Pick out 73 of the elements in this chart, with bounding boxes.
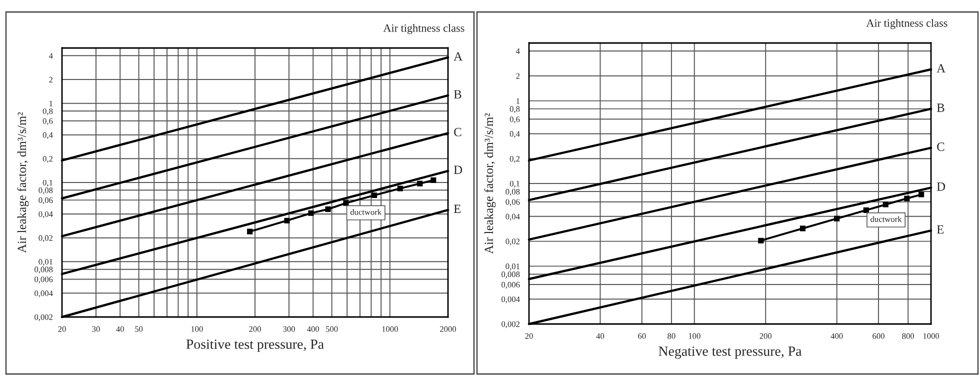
x-tick-label: 500: [326, 326, 338, 332]
series-label: B: [454, 90, 462, 98]
x-tick-label: 40: [116, 326, 124, 332]
x-tick-label: 50: [135, 326, 143, 332]
y-tick-label: 0,6: [510, 116, 520, 124]
text: Air tightness class: [866, 19, 948, 30]
y-tick-label: 0,08: [506, 188, 520, 196]
y-tick-label: 0,002: [34, 314, 53, 322]
series-label: E: [936, 225, 944, 234]
y-tick-label: 2: [49, 76, 53, 82]
x-tick-label: 20: [525, 333, 533, 339]
x-tick-label: 60: [638, 333, 646, 339]
series-label: ductwork: [870, 216, 902, 222]
x-tick-label: 2000: [440, 326, 456, 332]
y-tick-label: 0,2: [42, 156, 53, 163]
series-label: A: [454, 52, 462, 60]
y-axis-title: Air leakage factor, dm³/s/m²: [484, 113, 496, 254]
y-tick-label: 2: [516, 73, 520, 79]
x-tick-label: 600: [872, 333, 884, 339]
x-tick-label: 300: [283, 326, 295, 332]
y-tick-label: 0,04: [38, 211, 53, 218]
y-tick-label: 0,06: [506, 199, 520, 206]
y-tick-label: 0,002: [502, 321, 520, 328]
x-axis-title: Positive test pressure, Pa: [186, 340, 324, 352]
y-tick-label: 0,008: [34, 266, 53, 274]
x-tick-label: 40: [596, 333, 604, 339]
y-tick-label: 0,04: [506, 214, 520, 221]
y-tick-label: 0,06: [38, 197, 53, 204]
x-tick-label: 400: [307, 326, 320, 332]
y-tick-label: 0,02: [38, 235, 53, 242]
series-label: ductwork: [350, 209, 382, 215]
x-tick-label: 1000: [923, 333, 940, 339]
y-tick-label: 0,01: [506, 264, 520, 270]
y-tick-label: 0,8: [42, 108, 53, 116]
x-tick-label: 100: [688, 333, 700, 339]
y-tick-label: 0,8: [510, 106, 520, 113]
y-tick-label: 4: [48, 53, 53, 59]
y-tick-label: 0,004: [502, 296, 520, 304]
y-tick-label: 1: [516, 98, 520, 104]
series-label: A: [936, 64, 946, 72]
y-tick-label: 0,008: [502, 272, 520, 278]
y-tick-label: 0,2: [510, 156, 520, 163]
y-tick-label: 0,01: [38, 259, 52, 266]
y-tick-label: 0,4: [42, 132, 53, 140]
x-tick-label: 400: [830, 333, 843, 339]
series-label: C: [454, 128, 462, 136]
y-tick-label: 0,6: [42, 118, 53, 126]
x-tick-label: 20: [58, 326, 66, 332]
x-tick-label: 100: [191, 326, 203, 332]
text: Air tightness class: [383, 24, 464, 34]
y-tick-label: 0,006: [34, 276, 53, 284]
x-tick-label: 80: [668, 333, 676, 339]
y-tick-label: 0,4: [510, 131, 520, 138]
y-tick-label: 0,1: [510, 180, 520, 188]
x-tick-label: 200: [760, 333, 772, 339]
y-tick-label: 0,02: [506, 238, 520, 246]
x-tick-label: 1000: [382, 326, 398, 332]
x-axis-title: Negative test pressure, Pa: [658, 346, 802, 359]
x-tick-label: 800: [902, 333, 914, 339]
series-label: B: [936, 104, 944, 112]
series-label: D: [936, 182, 946, 191]
series-label: C: [937, 142, 944, 151]
y-tick-label: 1: [50, 100, 52, 106]
x-tick-label: 30: [92, 326, 100, 332]
x-tick-label: 200: [249, 326, 261, 332]
y-tick-label: 4: [516, 48, 520, 54]
series-label: E: [454, 204, 461, 213]
y-tick-label: 0,08: [38, 188, 53, 194]
y-axis-title: Air leakage factor, dm³/s/m²: [17, 112, 29, 253]
y-tick-label: 0,004: [34, 290, 53, 298]
series-label: D: [454, 166, 462, 174]
y-tick-label: 0,006: [502, 282, 520, 289]
y-tick-label: 0,1: [42, 180, 52, 187]
